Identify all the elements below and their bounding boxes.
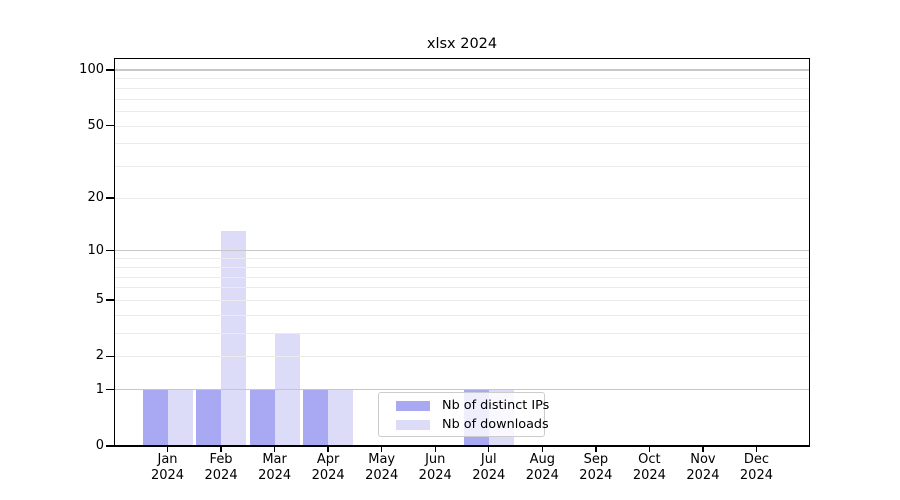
gridline-minor [114,98,810,100]
y-tick-label: 2 [95,348,104,364]
gridline-minor [114,258,810,260]
gridline-minor [114,87,810,89]
y-tick-mark [106,388,114,391]
x-tick-label: Mar 2024 [258,452,292,483]
gridline-major [114,389,810,391]
gridline-major [114,250,810,252]
y-tick-mark [106,445,114,447]
gridline-minor [114,266,810,268]
x-tick-mark [273,446,276,452]
x-tick-label: Sep 2024 [579,452,613,483]
bar-distinct-ips-mar [249,389,275,446]
gridline-minor [114,356,810,358]
gridline-minor [114,166,810,168]
distinct-ips-swatch-icon [396,400,430,411]
bar-downloads-feb [221,230,247,446]
y-tick-label: 5 [95,292,104,308]
chart-title: xlsx 2024 [426,36,498,52]
y-tick-mark [106,124,114,127]
gridline-minor [114,78,810,80]
x-tick-mark [488,446,490,452]
x-tick-label: Nov 2024 [686,452,720,483]
x-tick-mark [648,446,651,452]
x-tick-mark [220,446,222,452]
gridline-minor [114,276,810,278]
gridline-minor [114,287,810,289]
bar-distinct-ips-apr [303,389,329,446]
x-tick-mark [166,446,169,452]
gridline-major [114,69,810,71]
x-axis-spine [114,445,811,447]
x-tick-label: Jun 2024 [418,452,452,483]
x-tick-mark [327,446,329,452]
bar-distinct-ips-feb [196,389,222,446]
x-tick-mark [541,446,543,452]
gridline-minor [114,143,810,145]
bar-downloads-jan [167,389,193,446]
x-tick-label: Oct 2024 [632,452,666,483]
y-tick-mark [106,355,114,358]
y-tick-label: 1 [95,381,104,397]
x-tick-label: Dec 2024 [739,452,773,483]
legend-entry-downloads: Nb of downloads [379,415,549,434]
right-spine [809,58,811,446]
y-axis-spine [114,58,116,446]
x-tick-label: May 2024 [365,452,399,483]
gridline-minor [114,111,810,113]
x-tick-label: Jul 2024 [472,452,506,483]
x-tick-label: Aug 2024 [525,452,559,483]
y-tick-label: 10 [87,242,104,258]
bar-downloads-apr [328,389,354,446]
x-tick-label: Apr 2024 [311,452,345,483]
downloads-swatch-icon [396,419,430,430]
gridline-minor [114,314,810,316]
y-tick-mark [106,69,114,71]
bar-distinct-ips-jan [142,389,168,446]
y-tick-mark [106,249,114,252]
x-tick-label: Feb 2024 [204,452,238,483]
gridline-minor [114,197,810,199]
gridline-minor [114,333,810,335]
y-tick-label: 0 [95,438,104,453]
gridline-minor [114,125,810,127]
legend-entry-distinct-ips: Nb of distinct IPs [379,396,549,415]
y-tick-mark [106,299,114,301]
legend-label-downloads: Nb of downloads [442,417,549,432]
x-tick-mark [380,446,383,452]
legend-label-distinct-ips: Nb of distinct IPs [442,398,550,413]
legend: Nb of distinct IPs Nb of downloads [378,392,549,437]
x-tick-mark [595,446,597,452]
y-tick-label: 20 [87,189,104,205]
top-spine [114,58,810,60]
x-tick-label: Jan 2024 [150,452,185,483]
y-tick-label: 100 [79,61,104,77]
x-tick-mark [755,446,758,452]
gridline-minor [114,300,810,302]
y-tick-label: 50 [87,117,104,133]
x-tick-mark [702,446,704,452]
y-tick-mark [106,197,114,199]
x-tick-mark [434,446,436,452]
